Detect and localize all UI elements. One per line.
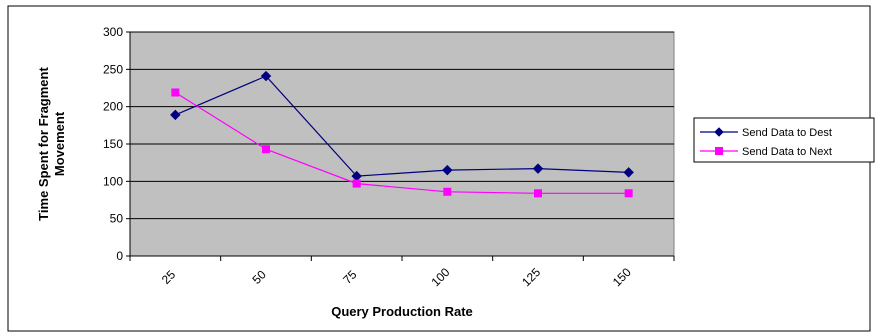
legend-label-send-data-to-dest: Send Data to Dest: [742, 127, 832, 139]
y-tick-label: 150: [103, 137, 123, 151]
y-tick-label: 100: [103, 174, 123, 188]
data-point-square: [352, 179, 361, 188]
data-point-diamond: [442, 164, 453, 176]
axes: [126, 31, 675, 261]
y-axis-title-line-1: Time Spent for Fragment: [36, 67, 51, 221]
series-line-send-data-to-next: [174, 91, 629, 194]
data-point-square: [443, 187, 452, 196]
legend: Send Data to Dest Send Data to Next: [693, 117, 875, 163]
data-point-diamond: [623, 167, 634, 178]
legend-label-send-data-to-next: Send Data to Next: [742, 146, 832, 158]
data-point-square: [624, 189, 633, 198]
data-point-square: [262, 145, 270, 154]
y-tick-labels: 0 50 100 150 200 250 300: [103, 25, 123, 263]
legend-marker-square: [715, 147, 723, 155]
series-group: [170, 70, 634, 198]
y-tick-label: 200: [103, 100, 123, 114]
y-axis-title: Time Spent for Fragment Movement: [36, 67, 67, 221]
data-point-diamond: [532, 163, 544, 174]
y-tick-label: 250: [103, 62, 123, 76]
y-tick-label: 0: [116, 249, 123, 263]
data-point-diamond: [260, 70, 272, 82]
data-point-square: [534, 189, 542, 198]
data-point-diamond: [170, 109, 181, 121]
legend-box: [693, 117, 875, 163]
data-point-square: [171, 88, 180, 97]
legend-marker-diamond: [714, 127, 724, 137]
y-tick-label: 50: [110, 212, 124, 226]
gridlines: [130, 31, 674, 220]
series-line-send-data-to-dest: [175, 75, 629, 177]
y-tick-label: 300: [103, 25, 123, 39]
y-axis-title-line-2: Movement: [52, 111, 67, 176]
x-axis-title: Query Production Rate: [331, 304, 473, 319]
